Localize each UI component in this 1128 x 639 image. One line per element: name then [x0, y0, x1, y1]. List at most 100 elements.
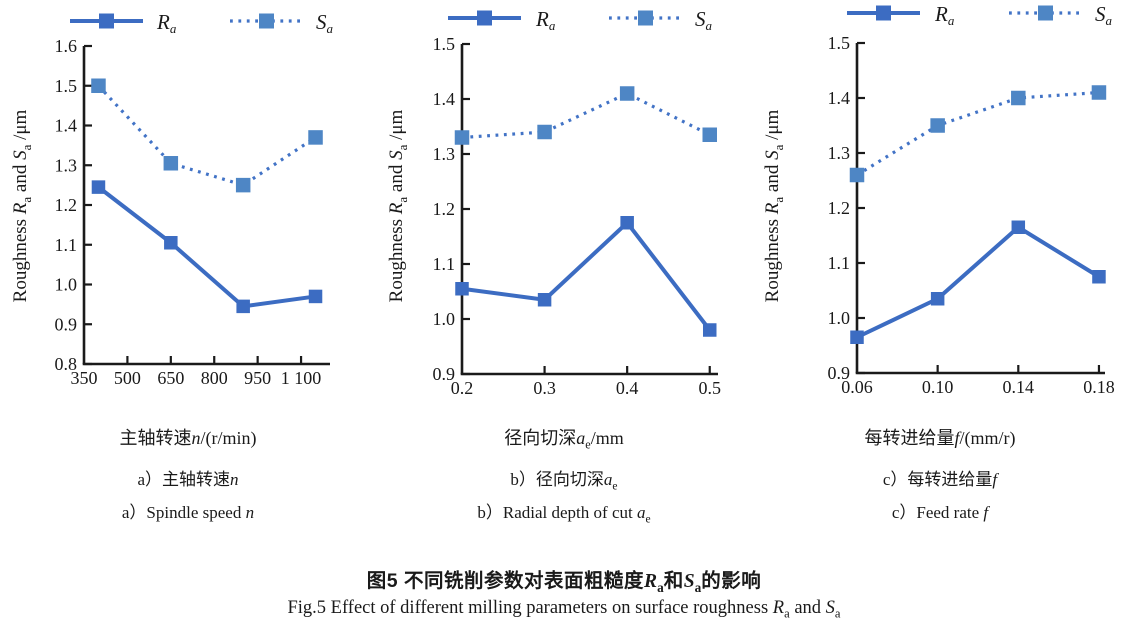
x-tick-label: 500	[114, 368, 141, 388]
y-tick-label: 1.1	[55, 235, 78, 255]
legend-marker	[259, 13, 274, 29]
y-tick-label: 1.5	[828, 33, 851, 53]
x-tick-label: 0.2	[451, 378, 474, 398]
x-tick-label: 0.3	[533, 378, 556, 398]
y-tick-label: 0.9	[433, 364, 456, 384]
x-tick-label: 0.06	[841, 377, 873, 397]
caption-cn-c: c）每转进给量f	[882, 470, 998, 489]
y-tick-label: 1.4	[55, 116, 78, 136]
x-tick-label: 950	[244, 368, 271, 388]
chart-radial-depth: 0.9 1.0 1.1 1.2 1.3 1.4 1.5 0.2 0.3 0.4 0.5 Ra Sa	[433, 7, 721, 398]
ra-series-line	[97, 185, 316, 309]
data-point-marker	[537, 293, 552, 307]
data-point-marker	[1092, 270, 1106, 284]
data-point-marker	[702, 323, 717, 337]
legend-marker	[477, 10, 492, 26]
data-point-marker	[702, 127, 717, 142]
y-axis-label: Roughness Ra and Sa /μm	[386, 109, 410, 303]
legend-label: Ra	[156, 10, 177, 36]
data-point-marker	[1011, 220, 1026, 234]
legend-label: Ra	[535, 7, 556, 33]
figure-titles: 图5 不同铣削参数对表面粗糙度Ra和Sa的影响 Fig.5 Effect of …	[0, 564, 1128, 624]
caption-cn-b: b）径向切深ae	[510, 470, 618, 493]
data-point-marker	[850, 330, 864, 344]
y-axis-label: Roughness Ra and Sa /μm	[762, 109, 786, 303]
caption-cn-a: a）主轴转速n	[137, 470, 239, 489]
data-point-marker	[308, 130, 323, 145]
y-tick-label: 1.0	[55, 275, 78, 295]
legend-marker	[876, 5, 891, 21]
data-point-marker	[454, 130, 470, 145]
y-tick-label: 0.9	[828, 363, 851, 383]
y-tick-label: 1.4	[433, 89, 456, 109]
x-tick-label: 0.10	[922, 377, 954, 397]
x-tick-label: 350	[71, 368, 98, 388]
y-tick-label: 0.8	[55, 354, 78, 374]
x-tick-label: 0.18	[1083, 377, 1115, 397]
x-axis-label-radial-depth: 径向切深ae/mm	[504, 428, 624, 452]
sa-series-line	[461, 91, 711, 140]
figure-5: 0.8 0.9 1.0 1.1 1.2 1.3 1.4 1.5 1.6 350 500 650 800 9…	[0, 0, 1128, 624]
data-point-marker	[930, 292, 945, 306]
figure-title-cn: 图5 不同铣削参数对表面粗糙度Ra和Sa的影响	[366, 570, 762, 595]
data-point-marker	[163, 156, 179, 171]
y-tick-label: 1.3	[55, 155, 78, 175]
legend-label: Sa	[1095, 2, 1113, 28]
data-point-marker	[308, 289, 323, 304]
y-tick-label: 1.1	[828, 253, 851, 273]
y-tick-label: 1.5	[55, 76, 78, 96]
data-point-marker	[620, 216, 634, 230]
y-tick-label: 1.2	[55, 195, 78, 215]
y-tick-label: 1.5	[433, 34, 456, 54]
legend-marker	[99, 13, 114, 29]
data-point-marker	[537, 124, 552, 140]
y-tick-label: 1.0	[433, 309, 456, 329]
panel-spindle-speed: 0.8 0.9 1.0 1.1 1.2 1.3 1.4 1.5 1.6 350 500 650 800 9…	[0, 0, 376, 522]
y-tick-label: 1.3	[828, 143, 851, 163]
data-point-marker	[930, 118, 945, 133]
legend-marker	[638, 10, 653, 26]
data-point-marker	[235, 177, 251, 193]
y-tick-label: 1.2	[433, 199, 456, 219]
data-point-marker	[849, 167, 865, 183]
x-tick-label: 0.14	[1003, 377, 1035, 397]
data-point-marker	[1091, 85, 1107, 100]
caption-en-b: b）Radial depth of cut ae	[477, 503, 651, 526]
panel-radial-depth: 0.9 1.0 1.1 1.2 1.3 1.4 1.5 0.2 0.3 0.4 0.5 Ra Sa Ro…	[376, 0, 752, 526]
charts-row: 0.8 0.9 1.0 1.1 1.2 1.3 1.4 1.5 1.6 350 500 650 800 9…	[0, 0, 1128, 526]
y-tick-label: 1.2	[828, 198, 851, 218]
data-point-marker	[619, 86, 635, 101]
sa-series-line	[856, 90, 1100, 177]
legend-label: Sa	[695, 7, 713, 33]
figure-title-en: Fig.5 Effect of different milling parame…	[287, 598, 841, 621]
x-axis-label-spindle-speed: 主轴转速n/(r/min)	[119, 428, 257, 448]
caption-en-a: a）Spindle speed n	[121, 503, 255, 522]
data-point-marker	[455, 282, 469, 296]
y-tick-label: 1.0	[828, 308, 851, 328]
y-tick-label: 1.1	[433, 254, 456, 274]
ra-series-line	[856, 225, 1100, 340]
data-point-marker	[164, 236, 178, 250]
x-axis-label-feed-rate: 每转进给量f/(mm/r)	[864, 428, 1016, 448]
panel-feed-rate: 0.9 1.0 1.1 1.2 1.3 1.4 1.5 0.06 0.10 0.14 0.18 Ra S…	[752, 0, 1128, 522]
x-tick-label: 0.4	[616, 378, 639, 398]
data-point-marker	[91, 180, 106, 194]
y-tick-label: 1.3	[433, 144, 456, 164]
sa-series-line	[97, 84, 317, 187]
y-tick-label: 1.6	[55, 36, 78, 56]
x-tick-label: 650	[157, 368, 184, 388]
legend-label: Sa	[316, 10, 334, 36]
y-tick-label: 1.4	[828, 88, 851, 108]
chart-feed-rate: 0.9 1.0 1.1 1.2 1.3 1.4 1.5 0.06 0.10 0.14 0.18 Ra S…	[828, 2, 1115, 397]
chart-spindle-speed: 0.8 0.9 1.0 1.1 1.2 1.3 1.4 1.5 1.6 350 500 650 800 9…	[55, 10, 334, 388]
legend-label: Ra	[934, 2, 955, 28]
x-tick-label: 0.5	[698, 378, 721, 398]
data-point-marker	[1011, 90, 1026, 106]
x-tick-label: 1 100	[281, 368, 322, 388]
y-tick-label: 0.9	[55, 314, 78, 334]
x-tick-label: 800	[201, 368, 228, 388]
data-point-marker	[236, 299, 250, 314]
data-point-marker	[91, 78, 106, 93]
y-axis-label: Roughness Ra and Sa /μm	[10, 109, 34, 303]
legend-marker	[1038, 5, 1053, 21]
